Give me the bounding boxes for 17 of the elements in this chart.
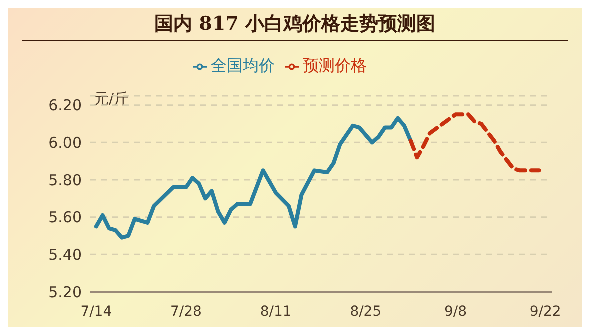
x-tick-label: 8/25: [350, 304, 382, 320]
x-tick-label: 7/14: [80, 304, 112, 320]
y-tick-label: 5.60: [48, 208, 82, 227]
x-tick-label: 8/11: [260, 304, 292, 320]
y-tick-label: 6.20: [48, 96, 82, 115]
legend-label: 预测价格: [303, 56, 367, 75]
y-tick-label: 5.20: [48, 283, 82, 302]
x-tick-label: 9/22: [530, 304, 562, 320]
legend-label: 全国均价: [211, 56, 275, 75]
y-tick-label: 6.00: [48, 134, 82, 152]
line-series: [408, 112, 542, 173]
x-tick-label: 7/28: [170, 304, 202, 320]
x-tick-label: 9/8: [444, 304, 468, 320]
line-series: [94, 116, 413, 240]
y-tick-label: 5.40: [48, 246, 82, 264]
y-tick-label: 5.80: [48, 171, 82, 190]
chart-title: 国内 817 小白鸡价格走势预测图: [22, 8, 568, 41]
